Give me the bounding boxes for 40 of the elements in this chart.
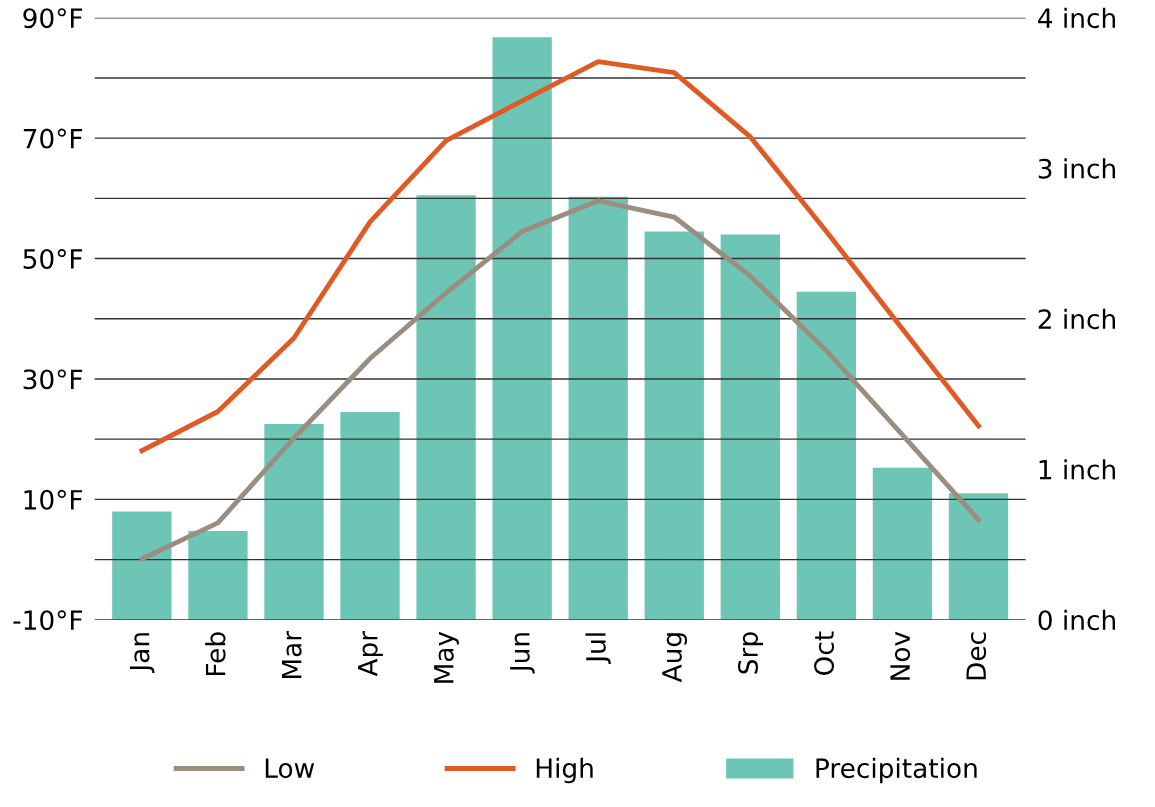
bar xyxy=(720,234,780,620)
y-tick-label: 50°F xyxy=(23,249,83,269)
y-tick-label: -10°F xyxy=(13,610,83,631)
x-tick-label: Jan xyxy=(129,633,155,673)
bar xyxy=(796,291,857,620)
y2-tick-label: 4 inch xyxy=(1038,7,1115,29)
x-tick-label: Nov xyxy=(890,631,911,680)
y2-tick-label: 1 inch xyxy=(1039,459,1115,480)
line-series xyxy=(139,59,981,454)
x-tick-label: Aug xyxy=(662,633,688,683)
bar xyxy=(568,196,628,620)
bar xyxy=(872,467,933,620)
y-tick-label: 30°F xyxy=(23,369,83,390)
x-tick-label: Jul xyxy=(585,633,611,665)
y2-tick-label: 2 inch xyxy=(1038,308,1115,330)
bar xyxy=(340,412,400,620)
bar xyxy=(264,424,324,620)
y-tick-label: 90°F xyxy=(23,8,83,29)
y2-tick-label: 0 inch xyxy=(1038,609,1115,631)
x-tick-label: May xyxy=(434,631,459,683)
bar xyxy=(112,511,172,620)
bar xyxy=(416,195,476,620)
y-tick-label: 70°F xyxy=(23,128,83,149)
y-tick-label: 10°F xyxy=(24,489,83,510)
legend-label: High xyxy=(536,757,593,784)
legend-label: Low xyxy=(265,758,315,779)
bar xyxy=(644,231,704,620)
x-tick-label: Feb xyxy=(205,632,226,676)
legend-label: Precipitation xyxy=(816,757,977,784)
x-tick-label: Oct xyxy=(814,631,835,676)
line-series xyxy=(139,198,981,562)
bar xyxy=(188,530,248,620)
x-tick-label: Dec xyxy=(966,632,987,680)
x-tick-label: Jun xyxy=(510,633,535,674)
bar xyxy=(492,37,552,620)
y2-tick-label: 3 inch xyxy=(1038,158,1115,179)
x-tick-label: Mar xyxy=(282,630,302,679)
bar xyxy=(948,493,1009,620)
x-tick-label: Apr xyxy=(358,630,383,677)
x-tick-label: Srp xyxy=(738,632,764,674)
